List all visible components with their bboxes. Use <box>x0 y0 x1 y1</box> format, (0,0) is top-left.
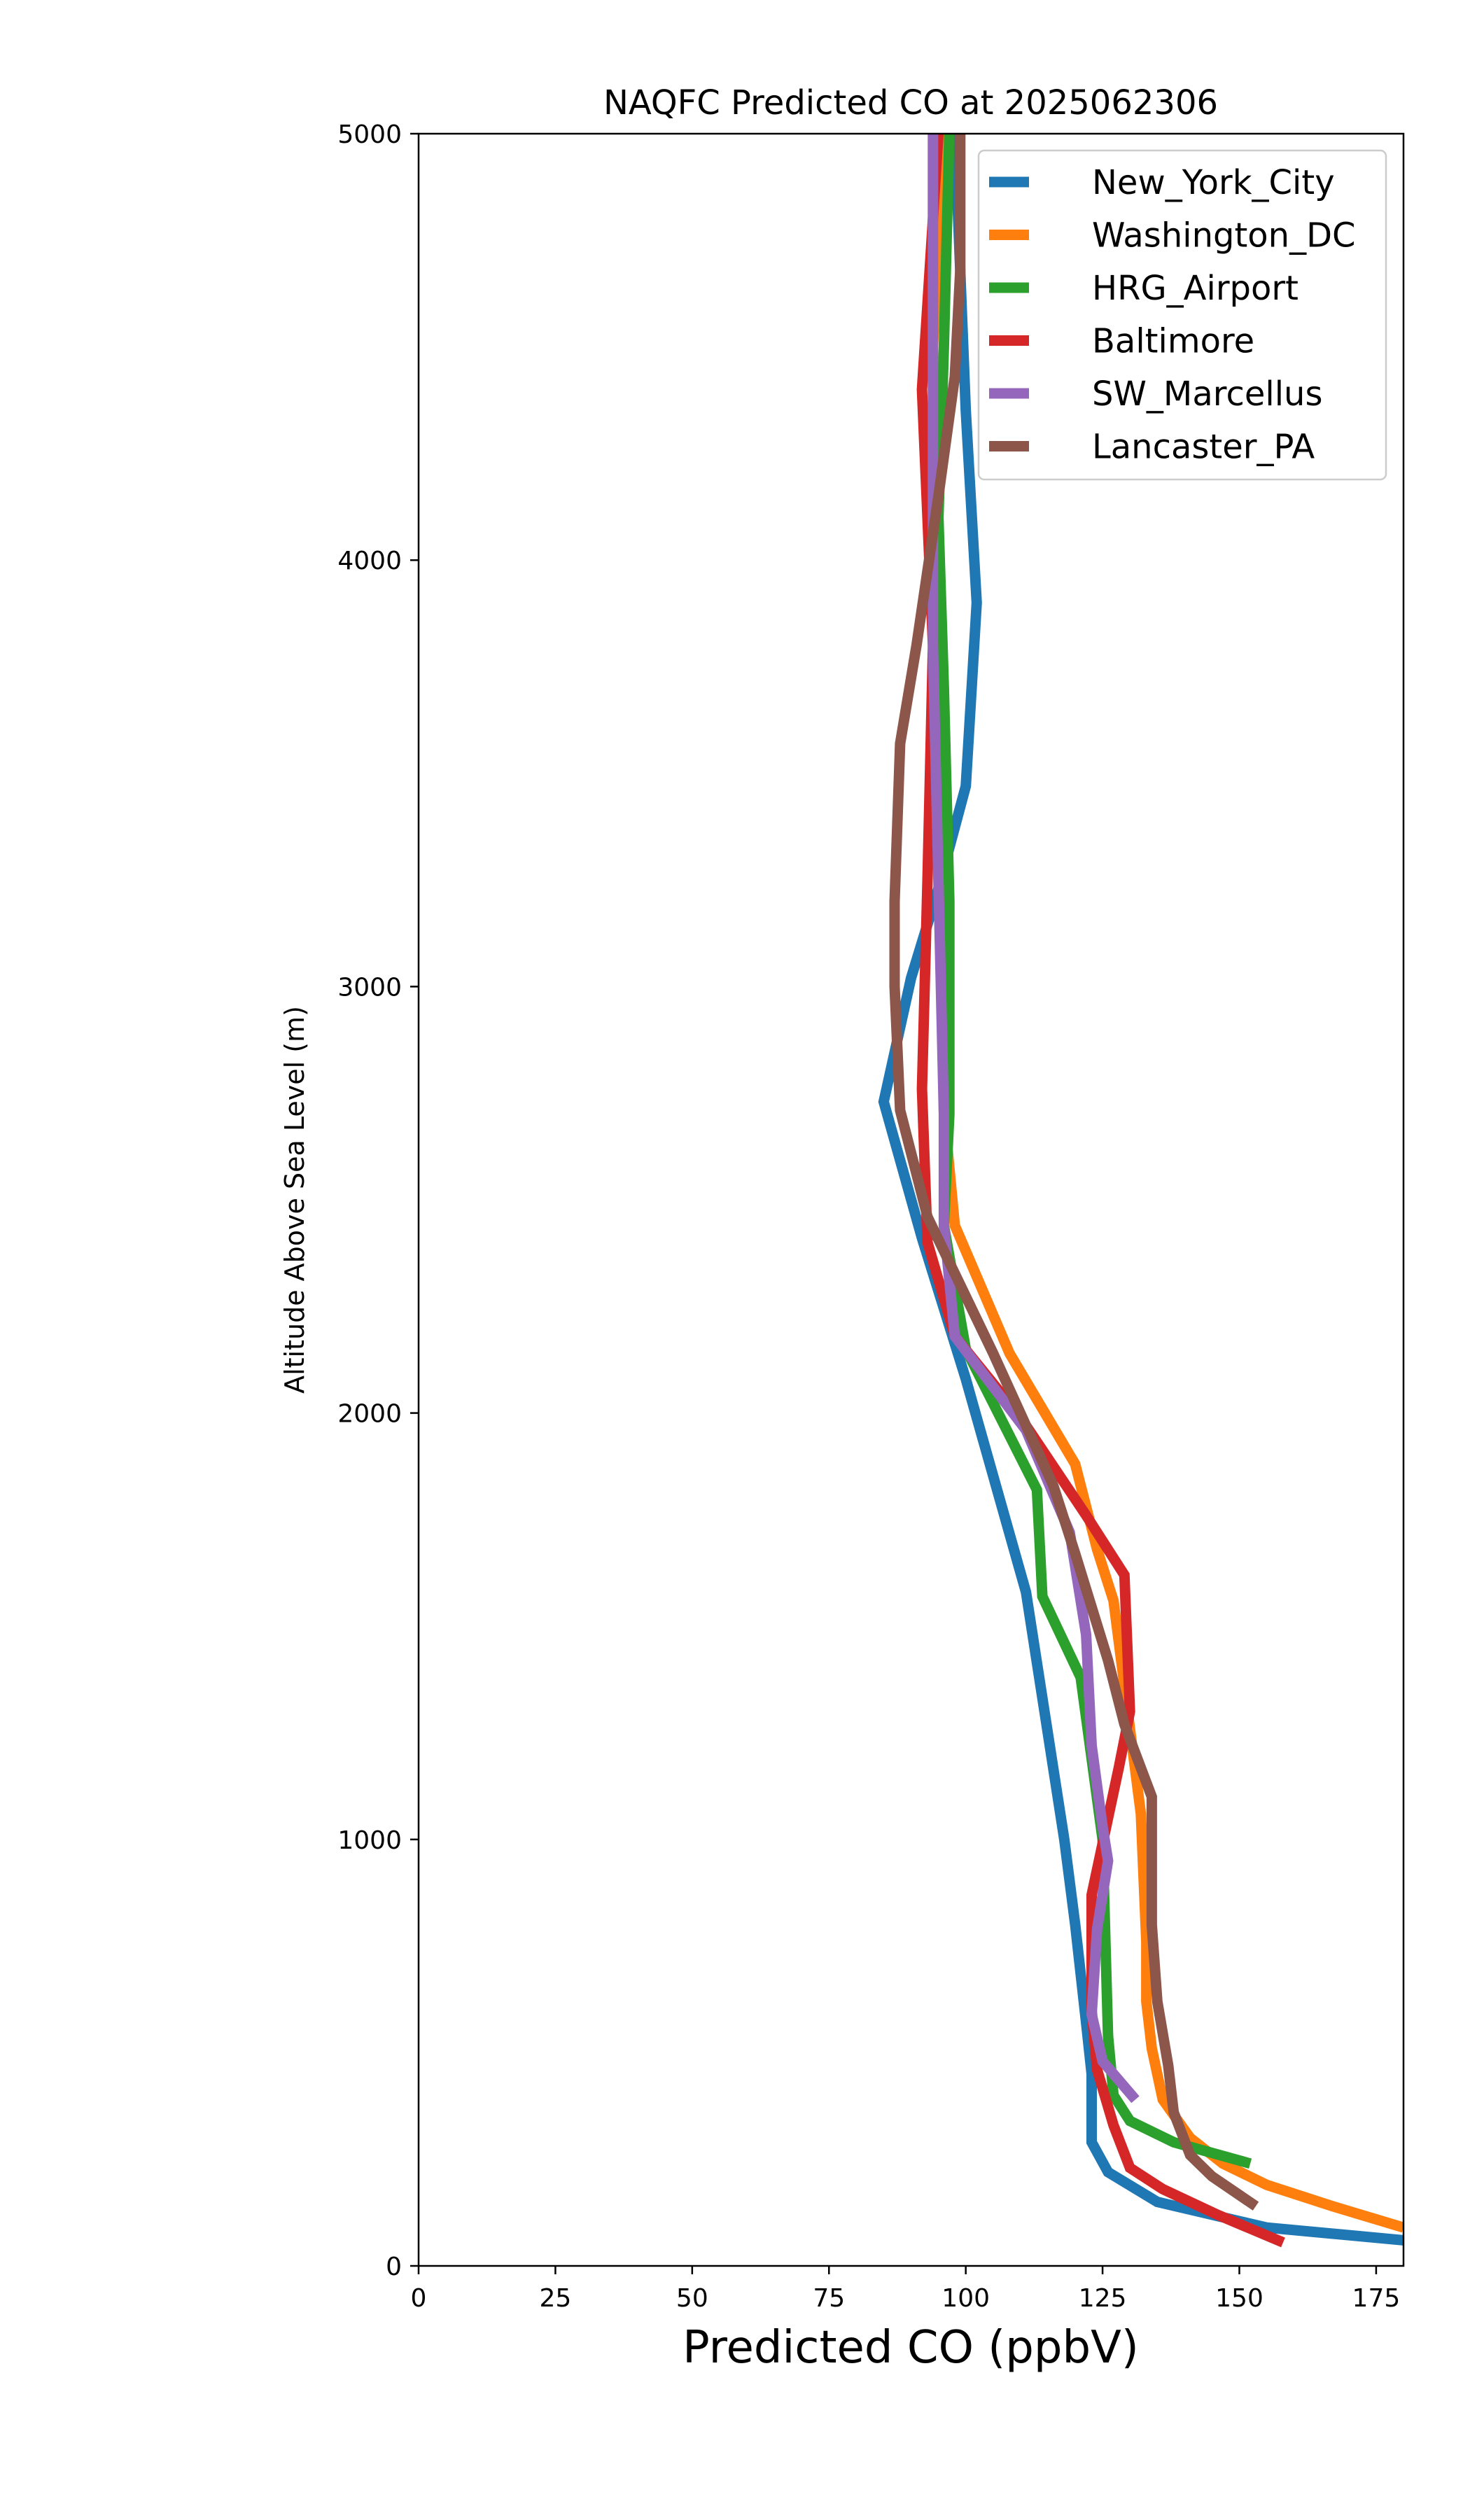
x-tick-label: 150 <box>1215 2284 1264 2313</box>
y-tick-label: 4000 <box>337 547 402 575</box>
legend-label: Lancaster_PA <box>1092 428 1315 467</box>
x-tick-label: 175 <box>1352 2284 1401 2313</box>
legend-label: New_York_City <box>1092 163 1335 202</box>
x-tick-label: 50 <box>676 2284 708 2313</box>
chart-title: NAQFC Predicted CO at 2025062306 <box>603 83 1218 122</box>
series-line-hrg-airport <box>933 134 1252 2169</box>
legend: New_York_City Washington_DC HRG_Airport Bal… <box>977 149 1387 481</box>
y-axis-ticks: 0 1000 2000 3000 4000 5000 <box>337 120 419 2281</box>
x-axis-ticks: 0 25 50 75 100 125 150 175 <box>411 2266 1401 2313</box>
y-tick-label: 0 <box>386 2253 402 2281</box>
legend-box <box>977 149 1387 481</box>
legend-label: HRG_Airport <box>1092 269 1298 308</box>
legend-label: Baltimore <box>1092 322 1254 361</box>
x-tick-label: 100 <box>941 2284 990 2313</box>
y-tick-label: 2000 <box>337 1400 402 1429</box>
y-tick-label: 1000 <box>337 1826 402 1855</box>
plot-frame <box>417 132 1405 2267</box>
legend-label: SW_Marcellus <box>1092 374 1322 414</box>
series-lines <box>878 134 1404 2248</box>
y-tick-label: 5000 <box>337 120 402 149</box>
series-line-lancaster-pa <box>889 134 1259 2211</box>
x-tick-label: 0 <box>411 2284 427 2313</box>
series-line-baltimore <box>916 134 1285 2248</box>
x-axis-label: Predicted CO (ppbV) <box>682 2322 1139 2374</box>
legend-label: Washington_DC <box>1092 216 1356 255</box>
y-tick-label: 3000 <box>337 973 402 1002</box>
x-tick-label: 75 <box>813 2284 845 2313</box>
series-line-new-york-city <box>878 134 1404 2246</box>
x-tick-label: 125 <box>1079 2284 1127 2313</box>
x-tick-label: 25 <box>540 2284 572 2313</box>
y-axis-label: Altitude Above Sea Level (m) <box>279 1006 310 1394</box>
